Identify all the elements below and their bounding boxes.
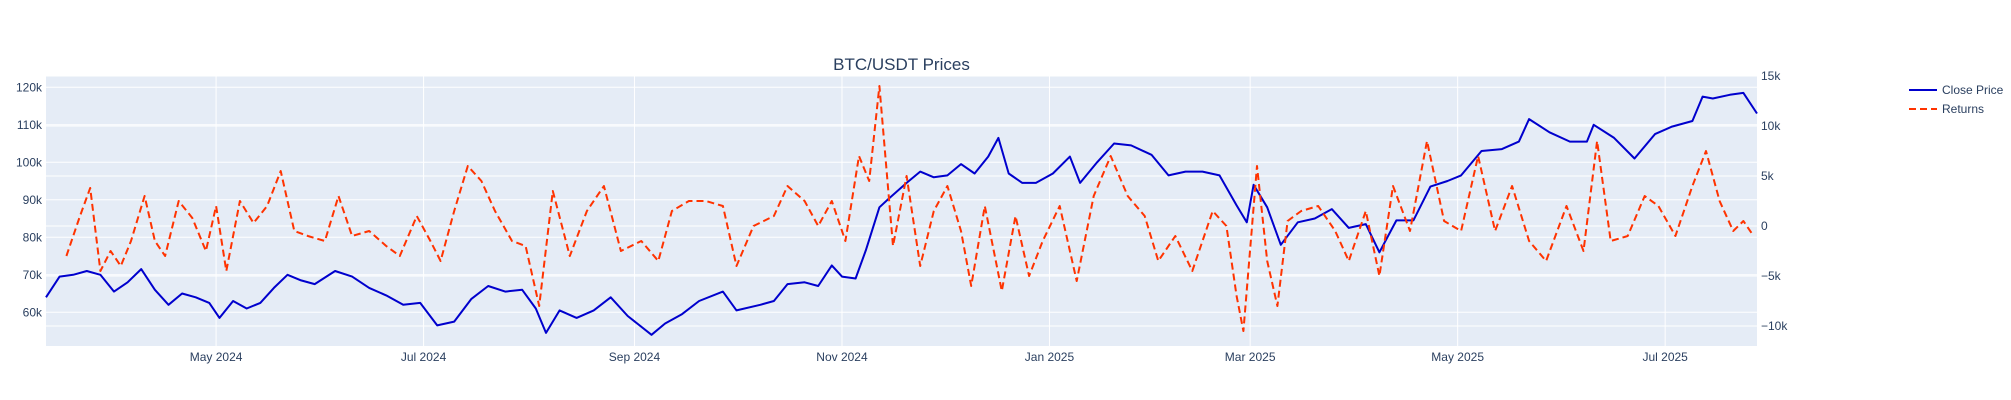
y2-tick-label: 15k <box>1761 69 1781 83</box>
y-tick-label: 90k <box>23 193 43 207</box>
x-tick-label: Mar 2025 <box>1225 350 1276 364</box>
y2-tick-label: −5k <box>1761 269 1782 283</box>
series-layer <box>45 85 1758 336</box>
y-tick-label: 70k <box>23 268 43 282</box>
x-axis: May 2024 Jul 2024 Sep 2024 Nov 2024 Jan 2025… <box>190 350 1688 364</box>
grid-lines <box>46 75 1757 346</box>
legend-label: Returns <box>1942 102 1984 116</box>
legend: Close Price Returns <box>1909 83 2004 116</box>
legend-label: Close Price <box>1942 83 2004 97</box>
y2-tick-label: 5k <box>1761 169 1775 183</box>
y2-tick-label: 0 <box>1761 219 1768 233</box>
y-tick-label: 60k <box>23 305 43 319</box>
y2-tick-label: 10k <box>1761 119 1781 133</box>
x-tick-label: May 2025 <box>1431 350 1484 364</box>
y-tick-label: 80k <box>23 230 43 244</box>
y2-tick-label: −10k <box>1761 319 1788 333</box>
plot-area <box>46 76 1757 346</box>
x-tick-label: Jul 2024 <box>401 350 447 364</box>
x-tick-label: Jan 2025 <box>1025 350 1075 364</box>
x-tick-label: May 2024 <box>190 350 243 364</box>
y-tick-label: 120k <box>16 80 43 94</box>
x-tick-label: Nov 2024 <box>816 350 868 364</box>
x-tick-label: Sep 2024 <box>609 350 661 364</box>
returns-line <box>65 85 1755 332</box>
y-axis-left: 60k 70k 80k 90k 100k 110k 120k <box>16 80 43 319</box>
x-tick-label: Jul 2025 <box>1642 350 1688 364</box>
y-tick-label: 110k <box>17 118 43 132</box>
chart-title: BTC/USDT Prices <box>833 55 970 74</box>
y-tick-label: 100k <box>16 155 43 169</box>
y-axis-right: −10k −5k 0 5k 10k 15k <box>1761 69 1788 333</box>
